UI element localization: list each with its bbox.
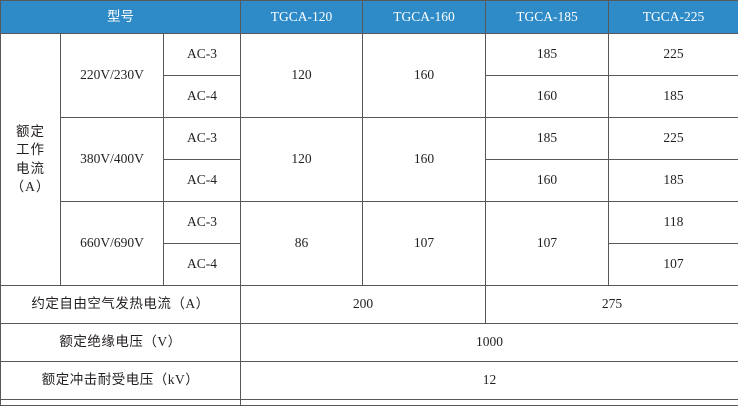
ac-mode-220v-ac4: AC-4: [162, 75, 242, 118]
table-row: AC-4 160 185: [1, 159, 738, 202]
voltage-label-220v: 220V/230V: [60, 33, 164, 118]
summary-label-impulse-voltage: 额定冲击耐受电压（kV）: [0, 361, 242, 400]
cell-220v-ac3-tgca225: 225: [608, 33, 738, 76]
cell-220v-ac3-tgca185: 185: [485, 33, 610, 76]
table-row: 660V/690V AC-3 86 107 107 118: [1, 201, 738, 286]
cell-380v-ac4-tgca185: 160: [485, 159, 610, 202]
table-row: 额定冲击耐受电压（kV） 12: [0, 361, 738, 400]
header-model-tgca-185: TGCA-185: [485, 0, 610, 34]
summary-value-thermal-current-left: 200: [240, 285, 487, 324]
table-header-row: 型号 TGCA-120 TGCA-160 TGCA-185 TGCA-225: [0, 0, 738, 34]
row-label-line-4: （A）: [10, 178, 51, 194]
truncated-value-cell: [240, 399, 738, 406]
summary-value-thermal-current-right: 275: [485, 285, 738, 324]
cell-660v-tgca160: 107: [362, 201, 487, 286]
ac-mode-660v-ac4: AC-4: [162, 243, 242, 286]
cell-380v-tgca120: 120: [240, 117, 364, 202]
cell-220v-tgca160: 160: [362, 33, 487, 118]
summary-value-impulse-voltage: 12: [240, 361, 738, 400]
truncated-label-cell: [0, 399, 242, 406]
cell-660v-ac4-tgca225: 107: [608, 243, 738, 286]
table-row-truncated: [0, 399, 738, 406]
specification-table: 型号 TGCA-120 TGCA-160 TGCA-185 TGCA-225 额…: [0, 0, 738, 406]
summary-label-thermal-current: 约定自由空气发热电流（A）: [0, 285, 242, 324]
table-row: 380V/400V AC-3 120 160 185 225: [1, 117, 738, 202]
ac-mode-660v-ac3: AC-3: [162, 201, 242, 244]
row-label-line-2: 工作: [16, 142, 45, 158]
cell-220v-tgca120: 120: [240, 33, 364, 118]
cell-660v-ac3-tgca225: 118: [608, 201, 738, 244]
summary-value-insulation-voltage: 1000: [240, 323, 738, 362]
cell-660v-tgca185: 107: [485, 201, 610, 286]
header-model-tgca-120: TGCA-120: [240, 0, 364, 34]
row-label-line-3: 电流: [16, 160, 45, 176]
cell-220v-ac4-tgca185: 160: [485, 75, 610, 118]
cell-220v-ac4-tgca225: 185: [608, 75, 738, 118]
cell-380v-ac3-tgca185: 185: [485, 117, 610, 160]
table-row: 额定 工作 电流 （A） 220V/230V AC-3 120 160 185 …: [0, 33, 738, 286]
cell-380v-tgca160: 160: [362, 117, 487, 202]
cell-380v-ac4-tgca225: 185: [608, 159, 738, 202]
ac-mode-380v-ac4: AC-4: [162, 159, 242, 202]
voltage-label-380v: 380V/400V: [60, 117, 164, 202]
ac-mode-380v-ac3: AC-3: [162, 117, 242, 160]
header-model-label: 型号: [0, 0, 242, 34]
row-label-rated-current: 额定 工作 电流 （A）: [0, 33, 61, 286]
header-model-tgca-225: TGCA-225: [608, 0, 738, 34]
cell-660v-tgca120: 86: [240, 201, 364, 286]
table-row: 约定自由空气发热电流（A） 200 275: [0, 285, 738, 324]
table-row: 额定绝缘电压（V） 1000: [0, 323, 738, 362]
summary-label-insulation-voltage: 额定绝缘电压（V）: [0, 323, 242, 362]
voltage-label-660v: 660V/690V: [60, 201, 164, 286]
ac-mode-220v-ac3: AC-3: [162, 33, 242, 76]
header-model-tgca-160: TGCA-160: [362, 0, 487, 34]
table-row: AC-4 107: [1, 243, 738, 286]
cell-380v-ac3-tgca225: 225: [608, 117, 738, 160]
row-label-line-1: 额定: [16, 124, 45, 140]
